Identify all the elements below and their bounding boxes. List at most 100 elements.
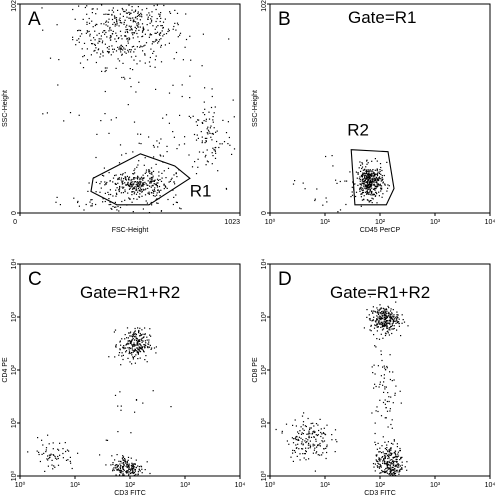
data-point [145, 42, 148, 44]
data-point [148, 341, 150, 343]
data-point [129, 468, 131, 470]
data-point [378, 451, 380, 453]
data-point [378, 191, 380, 193]
data-point [386, 461, 388, 463]
data-point [401, 322, 403, 324]
data-point [108, 18, 110, 20]
data-point [389, 465, 391, 467]
data-point [302, 439, 304, 441]
data-point [378, 312, 380, 314]
data-point [118, 19, 120, 21]
data-point [376, 323, 378, 325]
data-point [195, 139, 198, 141]
data-point [376, 179, 378, 181]
data-point [383, 311, 385, 313]
data-point [361, 166, 364, 168]
data-point [123, 464, 125, 467]
data-point [292, 460, 294, 462]
data-point [386, 322, 388, 324]
data-point [388, 451, 391, 453]
data-point [118, 187, 121, 189]
data-point [377, 442, 379, 444]
data-point [154, 40, 157, 42]
data-point [367, 182, 369, 184]
data-point [82, 56, 84, 58]
data-point [396, 311, 398, 313]
data-point [125, 347, 127, 349]
data-point [374, 470, 376, 472]
data-point [124, 459, 126, 461]
data-point [154, 66, 156, 68]
data-point [138, 332, 140, 334]
data-point [364, 173, 366, 175]
data-point [163, 33, 165, 35]
data-point [122, 192, 124, 194]
data-point [123, 346, 125, 348]
data-point [132, 356, 134, 358]
data-point [313, 436, 315, 438]
data-point [326, 444, 328, 446]
data-point [378, 467, 381, 469]
data-point [381, 471, 384, 473]
data-point [362, 172, 364, 174]
data-point [126, 30, 128, 33]
data-point [370, 184, 372, 186]
data-point [125, 45, 127, 47]
data-point [100, 187, 102, 189]
data-point [374, 432, 376, 435]
data-point [77, 452, 79, 454]
data-point [319, 445, 321, 447]
data-point [379, 304, 381, 306]
data-point [91, 43, 93, 45]
data-point [102, 50, 104, 52]
data-point [134, 327, 136, 330]
data-point [190, 117, 192, 119]
data-point [133, 11, 135, 13]
data-point [124, 458, 126, 460]
x-tick-label: 1023 [224, 219, 240, 226]
data-point [382, 311, 384, 313]
data-point [153, 146, 155, 148]
data-point [109, 189, 111, 191]
data-point [142, 26, 144, 28]
data-point [77, 200, 79, 202]
data-point [194, 161, 196, 163]
data-point [384, 311, 386, 313]
data-point [92, 8, 94, 10]
data-point [395, 458, 397, 461]
data-point [119, 349, 121, 351]
data-point [77, 201, 79, 204]
data-point [133, 187, 135, 189]
data-point [141, 468, 143, 470]
data-point [295, 444, 297, 446]
data-point [304, 188, 306, 190]
data-point [367, 185, 369, 187]
data-point [388, 328, 390, 330]
data-point [62, 448, 64, 450]
data-point [392, 443, 394, 445]
data-point [134, 349, 136, 351]
data-point [117, 37, 119, 40]
data-point [143, 346, 145, 348]
data-point [366, 181, 368, 183]
data-point [96, 52, 98, 54]
data-point [141, 195, 143, 197]
data-point [388, 467, 390, 470]
data-point [119, 474, 121, 476]
data-point [399, 390, 401, 392]
data-point [307, 447, 309, 449]
data-point [159, 195, 161, 197]
data-point [391, 462, 393, 464]
data-point [379, 185, 381, 187]
data-point [298, 436, 300, 438]
data-point [110, 29, 112, 31]
data-point [149, 170, 151, 172]
data-point [309, 444, 311, 446]
data-point [385, 417, 387, 419]
data-point [168, 30, 170, 32]
data-point [46, 458, 48, 460]
data-point [387, 463, 389, 465]
data-point [136, 344, 139, 346]
data-point [78, 29, 80, 31]
